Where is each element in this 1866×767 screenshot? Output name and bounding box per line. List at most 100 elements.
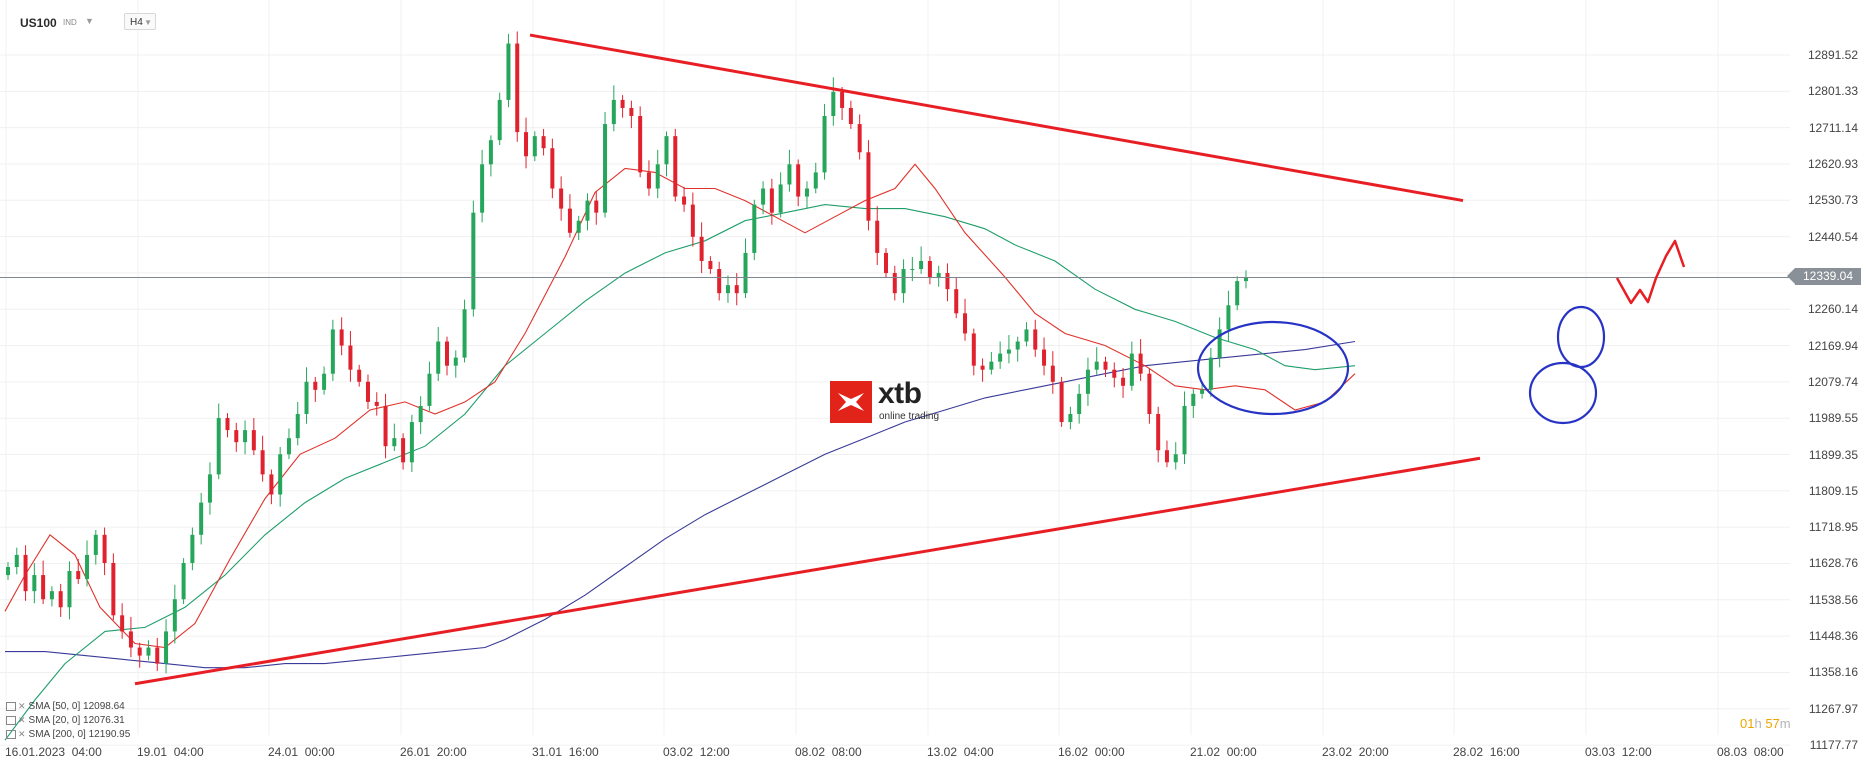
candle-body: [1121, 377, 1126, 386]
chevron-down-icon[interactable]: ▼: [85, 16, 94, 26]
candle-body: [717, 269, 722, 294]
candle-body: [532, 136, 537, 157]
price-tick-label: 11538.56: [1808, 592, 1858, 607]
candle-body: [1085, 369, 1090, 394]
candle-body: [120, 615, 125, 632]
price-tick-label: 12711.14: [1808, 120, 1858, 135]
candle-body: [1235, 281, 1240, 306]
candle-body: [1050, 365, 1055, 382]
candle-body: [49, 591, 54, 600]
candle-body: [445, 341, 449, 366]
price-tick-label: 11448.36: [1808, 629, 1858, 644]
candle-body: [550, 148, 555, 189]
candle-body: [524, 132, 529, 157]
candle-body: [172, 599, 177, 632]
candle-body: [673, 136, 678, 197]
candle-body: [286, 438, 291, 455]
time-tick-label: 28.02 16:00: [1453, 745, 1520, 759]
candle-body: [892, 273, 897, 294]
candle-body: [936, 273, 941, 278]
candle-body: [278, 454, 283, 495]
sma-20-legend[interactable]: ✕ SMA [20, 0] 12076.31: [6, 715, 125, 726]
candle-body: [734, 285, 739, 294]
candle-body: [866, 152, 871, 221]
candle-body: [1006, 349, 1011, 354]
candle-body: [1226, 305, 1231, 330]
candle-body: [919, 260, 924, 270]
candle-body: [585, 200, 590, 221]
trendline: [529, 33, 1464, 203]
candle-body: [181, 562, 186, 600]
candle-body: [1217, 329, 1222, 358]
candle-body: [1182, 405, 1187, 455]
time-tick-label: 13.02 04:00: [927, 745, 994, 759]
sma-200-label: SMA [200, 0] 12190.95: [28, 729, 131, 740]
candle-body: [620, 99, 625, 108]
candle-body: [1015, 341, 1020, 350]
candle-body: [357, 369, 362, 382]
countdown-minutes: 57: [1765, 716, 1780, 731]
countdown-hours: 01: [1740, 716, 1755, 731]
instrument-type-label[interactable]: IND: [63, 18, 77, 27]
sma-50-line: [4, 204, 1356, 741]
sma-20-label: SMA [20, 0] 12076.31: [28, 715, 125, 726]
trendline: [134, 456, 1481, 686]
candle-body: [1243, 277, 1248, 282]
logo-x-icon: [838, 393, 864, 411]
candle-body: [840, 91, 845, 108]
sma-200-legend[interactable]: ✕ SMA [200, 0] 12190.95: [6, 729, 130, 740]
candle-body: [567, 208, 572, 233]
candle-body: [664, 136, 669, 165]
price-tick-label: 12260.14: [1807, 302, 1858, 317]
candle-body: [6, 567, 10, 576]
timeframe-select[interactable]: H4 ▼: [124, 13, 156, 30]
time-tick-label: 03.03 12:00: [1585, 745, 1652, 759]
candle-body: [234, 430, 239, 443]
candle-body: [330, 329, 335, 374]
close-icon[interactable]: ✕: [18, 715, 26, 725]
price-tick-label: 11718.95: [1808, 520, 1858, 535]
time-tick-label: 03.02 12:00: [663, 745, 730, 759]
candle-body: [638, 116, 643, 173]
candle-body: [559, 188, 564, 209]
close-icon[interactable]: ✕: [18, 701, 26, 711]
indicator-settings-icon[interactable]: [6, 701, 16, 711]
candle-body: [787, 164, 792, 185]
candle-body: [875, 220, 880, 253]
symbol-label[interactable]: US100: [20, 16, 57, 30]
close-icon[interactable]: ✕: [18, 729, 26, 739]
countdown-h-unit: h: [1754, 716, 1762, 731]
sma-50-legend[interactable]: ✕ SMA [50, 0] 12098.64: [6, 701, 125, 712]
candle-body: [831, 91, 836, 117]
candle-body: [41, 575, 46, 600]
candle-body: [480, 164, 485, 213]
candle-body: [339, 329, 344, 346]
candle-body: [76, 571, 81, 580]
candle-body: [655, 164, 660, 189]
candle-body: [1208, 357, 1213, 390]
candle-body: [164, 631, 169, 664]
candle-body: [980, 365, 985, 370]
candle-body: [576, 220, 581, 233]
candle-body: [752, 204, 757, 253]
candle-body: [822, 116, 827, 173]
candle-countdown: 01h 57m: [1740, 716, 1791, 731]
candle-body: [322, 373, 327, 390]
candle-body: [199, 502, 204, 535]
candle-body: [594, 200, 599, 213]
indicator-settings-icon[interactable]: [6, 729, 16, 739]
candle-body: [295, 413, 300, 439]
candle-body: [761, 188, 766, 205]
logo-mark: [830, 381, 872, 423]
price-tick-label: 12169.94: [1807, 338, 1858, 353]
candle-body: [155, 647, 160, 664]
candle-body: [225, 418, 230, 431]
price-tick-label: 11628.76: [1808, 556, 1858, 571]
indicator-settings-icon[interactable]: [6, 715, 16, 725]
candle-body: [471, 212, 476, 310]
countdown-m-unit: m: [1779, 716, 1791, 731]
candle-body: [137, 647, 142, 656]
candle-body: [1024, 329, 1029, 342]
